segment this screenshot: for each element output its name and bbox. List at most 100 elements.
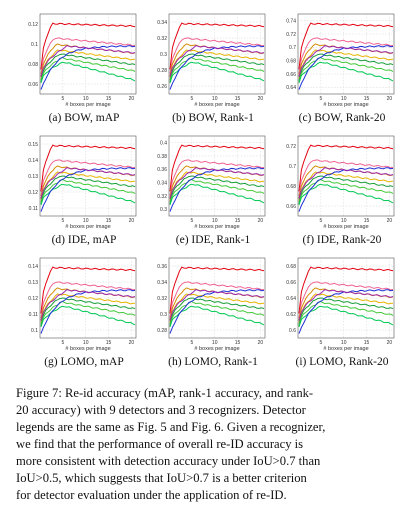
y-tick-label: 0.06 bbox=[28, 82, 38, 88]
x-axis-label: # boxes per image bbox=[194, 102, 239, 108]
y-tick-label: 0.3 bbox=[160, 312, 167, 318]
x-tick-label: 20 bbox=[387, 340, 393, 346]
x-tick-label: 20 bbox=[387, 96, 393, 102]
y-tick-label: 0.12 bbox=[28, 22, 38, 28]
series-line bbox=[170, 290, 264, 321]
subplot: 0.74 0.72 0.7 0.68 0.66 0.64 5 10 15 20 # boxes pe… bbox=[274, 8, 407, 132]
y-tick-label: 0.36 bbox=[157, 264, 167, 270]
x-tick-label: 20 bbox=[258, 218, 264, 224]
plot-svg: 0.680.660.640.620.65 10 15 20# boxes per im… bbox=[274, 252, 404, 352]
plot-svg: 0.14 0.13 0.12 0.11 0.1 5 10 15 20 # boxes per im… bbox=[16, 252, 146, 352]
series-line bbox=[170, 301, 264, 326]
y-tick-label: 0.28 bbox=[157, 328, 167, 334]
figure-caption: Figure 7: Re-id accuracy (mAP, rank-1 ac… bbox=[16, 385, 394, 504]
series-line bbox=[170, 46, 264, 77]
series-line bbox=[41, 46, 135, 77]
x-tick-label: 5 bbox=[190, 340, 193, 346]
caption-line: Figure 7: Re-id accuracy (mAP, rank-1 ac… bbox=[16, 385, 394, 402]
y-tick-label: 0.62 bbox=[286, 312, 296, 318]
series-line bbox=[299, 290, 393, 321]
series-line bbox=[299, 184, 393, 205]
subplot-caption: (c) BOW, Rank-20 bbox=[274, 112, 407, 124]
caption-line: IoU>0.5, which suggests that IoU>0.7 is … bbox=[16, 470, 394, 487]
x-axis-label: # boxes per image bbox=[65, 346, 110, 352]
series-line bbox=[41, 168, 135, 199]
y-tick-label: 0.08 bbox=[28, 62, 38, 68]
subplot-caption: (b) BOW, Rank-1 bbox=[145, 112, 281, 124]
subplot: 0.68 0.66 0.64 0.62 0.6 5 10 15 20 # boxes per im… bbox=[274, 252, 407, 376]
x-tick-label: 5 bbox=[61, 340, 64, 346]
series-line bbox=[41, 290, 135, 321]
series-line bbox=[41, 306, 135, 327]
subplot-caption: (f) IDE, Rank-20 bbox=[274, 234, 407, 246]
series-line bbox=[170, 57, 264, 82]
y-tick-label: 0.68 bbox=[286, 264, 296, 270]
y-tick-label: 0.72 bbox=[286, 32, 296, 38]
x-tick-label: 20 bbox=[258, 96, 264, 102]
y-tick-label: 0.68 bbox=[286, 184, 296, 190]
subplot-caption: (d) IDE, mAP bbox=[16, 234, 152, 246]
caption-line: we find that the performance of overall … bbox=[16, 436, 394, 453]
y-tick-label: 0.28 bbox=[157, 68, 167, 74]
y-tick-label: 0.26 bbox=[157, 84, 167, 90]
x-tick-label: 20 bbox=[129, 96, 135, 102]
x-tick-label: 5 bbox=[190, 96, 193, 102]
x-tick-label: 5 bbox=[319, 96, 322, 102]
subplot: 0.36 0.34 0.32 0.3 0.28 5 10 15 20 # boxes per im… bbox=[145, 252, 281, 376]
series-line bbox=[299, 62, 393, 83]
y-tick-label: 0.66 bbox=[286, 280, 296, 286]
subplot: 0.34 0.32 0.3 0.28 0.26 5 10 15 20 # boxes per im… bbox=[145, 8, 281, 132]
series-line bbox=[299, 179, 393, 204]
y-tick-label: 0.15 bbox=[28, 142, 38, 148]
y-tick-label: 0.1 bbox=[31, 328, 38, 334]
x-tick-label: 20 bbox=[129, 340, 135, 346]
plot-svg: 0.72 0.7 0.68 0.66 5 10 15 20 # boxes per image bbox=[274, 130, 404, 230]
series-line bbox=[41, 184, 135, 205]
x-tick-label: 5 bbox=[61, 96, 64, 102]
subplot-caption: (e) IDE, Rank-1 bbox=[145, 234, 281, 246]
series-line bbox=[170, 179, 264, 204]
subplot-caption: (i) LOMO, Rank-20 bbox=[274, 356, 407, 368]
x-axis-label: # boxes per image bbox=[323, 224, 368, 230]
x-tick-label: 20 bbox=[129, 218, 135, 224]
x-tick-label: 20 bbox=[387, 218, 393, 224]
x-tick-label: 5 bbox=[61, 218, 64, 224]
y-tick-label: 0.74 bbox=[286, 18, 296, 24]
x-tick-label: 20 bbox=[258, 340, 264, 346]
x-tick-label: 5 bbox=[319, 340, 322, 346]
caption-line: legends are the same as Fig. 5 and Fig. … bbox=[16, 419, 394, 436]
series-line bbox=[299, 306, 393, 327]
x-axis-label: # boxes per image bbox=[323, 102, 368, 108]
caption-line: more consistent with detection accuracy … bbox=[16, 453, 394, 470]
y-tick-label: 0.6 bbox=[289, 328, 296, 334]
subplot-caption: (g) LOMO, mAP bbox=[16, 356, 152, 368]
y-tick-label: 0.34 bbox=[157, 20, 167, 26]
series-line bbox=[41, 301, 135, 326]
y-tick-label: 0.11 bbox=[29, 312, 39, 318]
x-axis-label: # boxes per image bbox=[65, 102, 110, 108]
subplot: 0.72 0.7 0.68 0.66 5 10 15 20 # boxes per image (… bbox=[274, 130, 407, 254]
y-tick-label: 0.38 bbox=[157, 154, 167, 160]
x-axis-label: # boxes per image bbox=[323, 346, 368, 352]
y-tick-label: 0.12 bbox=[28, 296, 38, 302]
y-tick-label: 0.72 bbox=[286, 144, 296, 150]
series-line bbox=[170, 62, 264, 83]
caption-line: 20 accuracy) with 9 detectors and 3 reco… bbox=[16, 402, 394, 419]
y-tick-label: 0.4 bbox=[160, 140, 167, 146]
y-tick-label: 0.32 bbox=[157, 296, 167, 302]
y-tick-label: 0.32 bbox=[157, 36, 167, 42]
y-tick-label: 0.66 bbox=[286, 72, 296, 78]
y-tick-label: 0.1 bbox=[31, 42, 38, 48]
y-tick-label: 0.13 bbox=[28, 174, 38, 180]
plot-svg: 0.12 0.1 0.08 0.06 5 10 15 20 # boxes per image bbox=[16, 8, 146, 108]
series-line bbox=[41, 179, 135, 204]
y-tick-label: 0.3 bbox=[160, 52, 167, 58]
subplot-caption: (h) LOMO, Rank-1 bbox=[145, 356, 281, 368]
series-line bbox=[299, 301, 393, 326]
subplot: 0.12 0.1 0.08 0.06 5 10 15 20 # boxes per image(… bbox=[16, 8, 152, 132]
plot-svg: 0.74 0.72 0.7 0.68 0.66 0.64 5 10 15 20 # boxes pe… bbox=[274, 8, 404, 108]
x-axis-label: # boxes per image bbox=[194, 346, 239, 352]
series-line bbox=[299, 57, 393, 82]
subplot: 0.4 0.38 0.36 0.34 0.32 0.3 5 10 15 20 # boxes per… bbox=[145, 130, 281, 254]
plot-svg: 0.340.320.30.280.265 10 15 20# boxes per im… bbox=[145, 8, 275, 108]
